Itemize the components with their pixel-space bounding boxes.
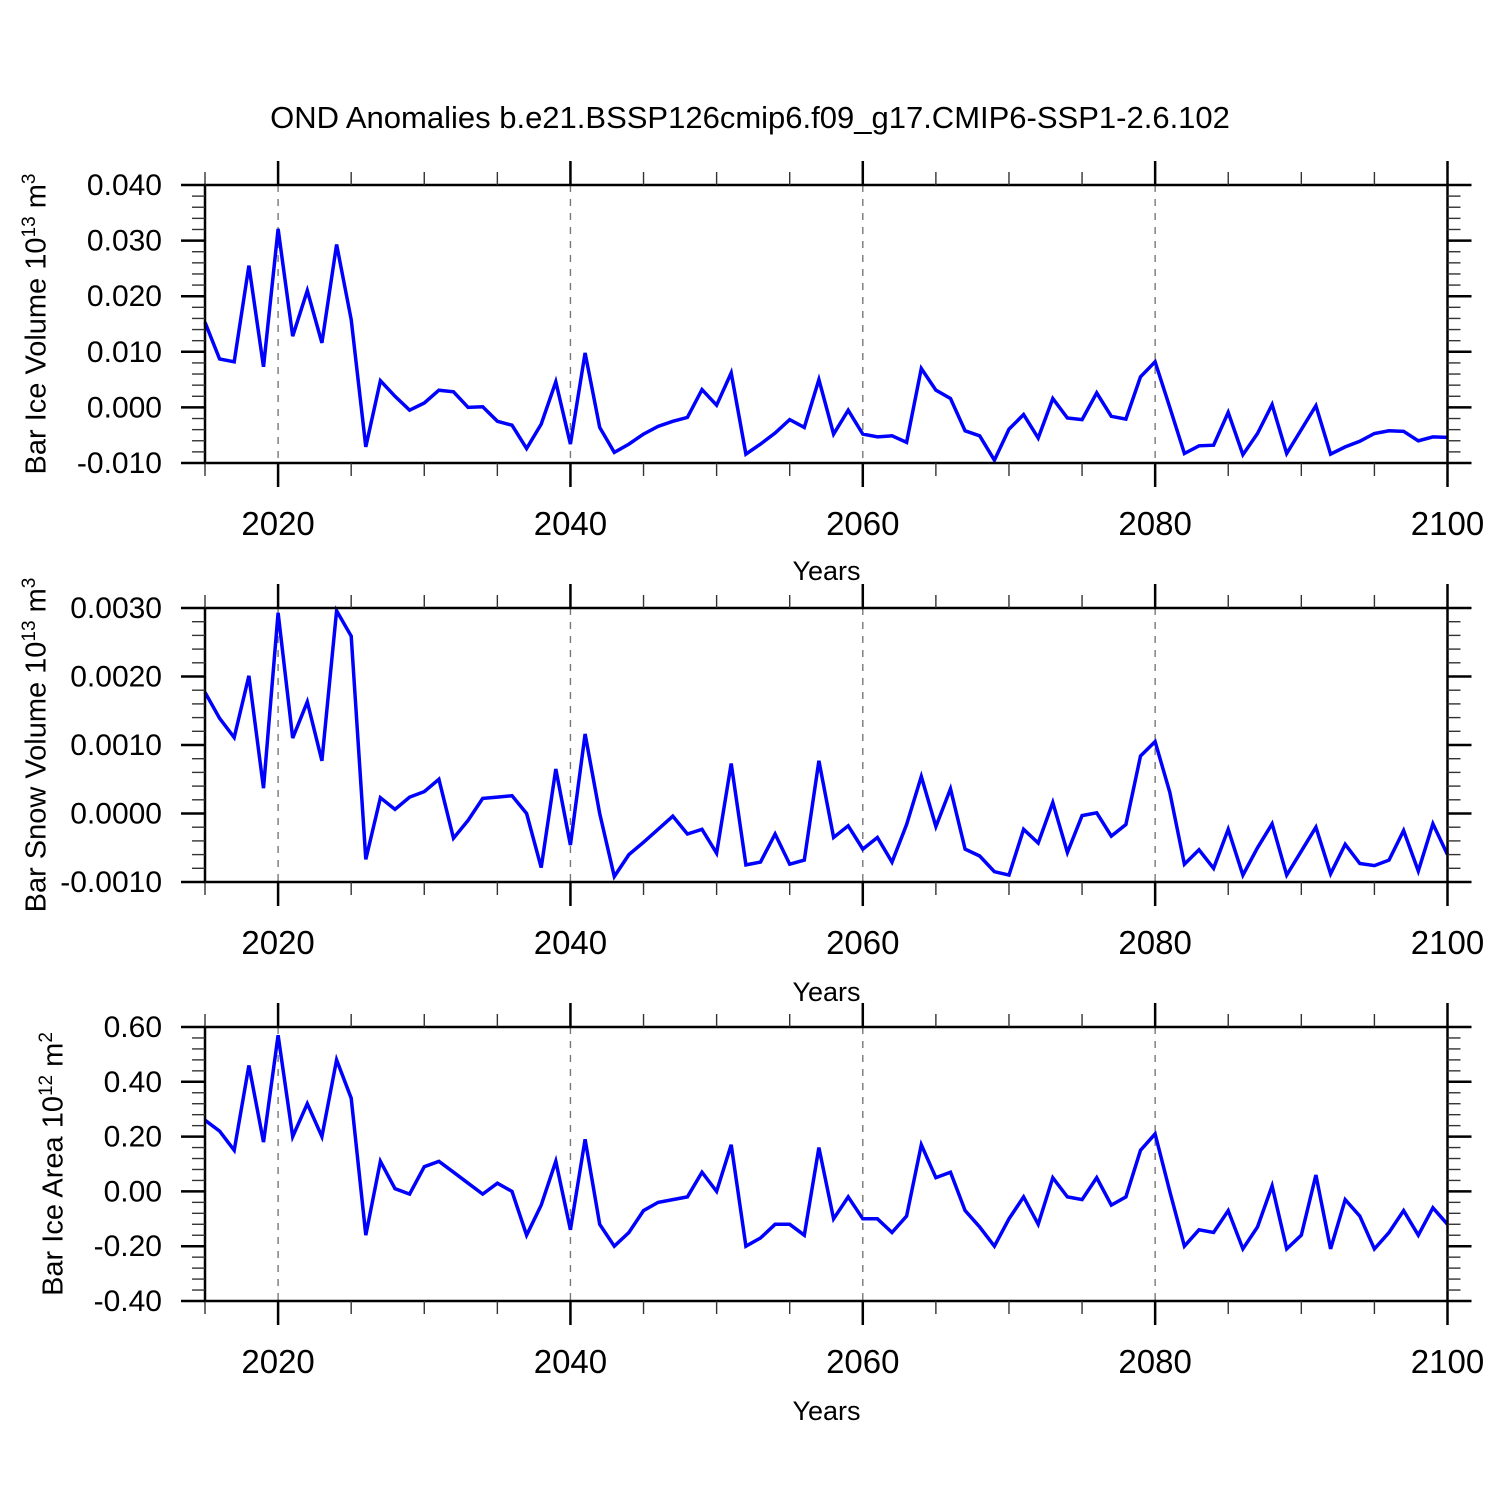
figure-title: OND Anomalies b.e21.BSSP126cmip6.f09_g17… (270, 100, 1230, 135)
y-axis-title-unit-exponent: 3 (19, 173, 40, 185)
y-tick-label: 0.20 (104, 1121, 162, 1154)
y-tick-label: 0.0000 (70, 798, 162, 831)
x-tick-label: 2100 (1411, 1343, 1484, 1380)
x-tick-label: 2100 (1411, 505, 1484, 542)
data-line (203, 1034, 1449, 1253)
chart-panel-1: 0.040 0.030 0.020 0.010 0.000 -0.010 2020 2040 2… (77, 161, 1484, 542)
y-tick-label: -0.010 (77, 447, 162, 480)
x-tick-label: 2040 (534, 505, 607, 542)
y-axis-title-text: Bar Ice Area 10 (37, 1096, 70, 1296)
y-tick-label: 0.040 (87, 169, 162, 202)
y-axis-title-exponent: 12 (36, 1074, 57, 1097)
y-tick-label: -0.0010 (60, 866, 162, 899)
x-tick-label: 2020 (241, 505, 314, 542)
y-axis-title-unit-exponent: 2 (36, 1032, 57, 1043)
x-tick-label: 2080 (1118, 505, 1191, 542)
y-axis-title-ice-area: Bar Ice Area 1012 m2 (27, 954, 70, 1374)
y-axis-title-unit-exponent: 3 (19, 577, 40, 589)
y-axis-title-ice-volume: Bar Ice Volume 1013 m3 (10, 114, 53, 534)
y-tick-label: -0.40 (94, 1285, 162, 1318)
y-axis-title-text: Bar Ice Volume 10 (20, 237, 53, 475)
x-tick-label: 2060 (826, 505, 899, 542)
y-tick-label: 0.000 (87, 391, 162, 424)
y-axis-title-unit: m (20, 588, 53, 621)
y-axis-title-text: Bar Snow Volume 10 (20, 641, 53, 913)
data-line (203, 228, 1448, 464)
y-tick-label: 0.60 (104, 1011, 162, 1044)
y-axis-title-unit: m (37, 1042, 70, 1075)
y-axis-title-exponent: 13 (19, 216, 40, 238)
data-line (203, 605, 1450, 881)
y-tick-label: 0.020 (87, 280, 162, 313)
chart-panel-2: 0.0030 0.0020 0.0010 0.0000 -0.0010 2020 2040 2… (60, 584, 1484, 961)
y-axis-title-snow-volume: Bar Snow Volume 1013 m3 (10, 535, 53, 955)
y-tick-label: -0.20 (94, 1230, 162, 1263)
x-tick-label: 2040 (534, 1343, 607, 1380)
x-tick-label: 2060 (826, 1343, 899, 1380)
x-tick-label: 2060 (826, 924, 899, 961)
x-tick-label: 2020 (241, 924, 314, 961)
plot-frame (203, 1025, 1449, 1303)
y-tick-label: 0.00 (104, 1175, 162, 1208)
x-tick-label: 2100 (1411, 924, 1484, 961)
y-tick-label: 0.0020 (70, 661, 162, 694)
y-tick-label: 0.40 (104, 1066, 162, 1099)
y-axis-title-unit: m (20, 184, 53, 217)
x-tick-label: 2080 (1118, 924, 1191, 961)
x-axis-title-1: Years (792, 556, 861, 586)
y-tick-label: 0.010 (87, 336, 162, 369)
y-axis-title-exponent: 13 (19, 620, 40, 642)
x-tick-label: 2020 (241, 1343, 314, 1380)
x-axis-title-3: Years (792, 1396, 861, 1426)
y-tick-label: 0.030 (87, 225, 162, 258)
y-tick-label: 0.0030 (70, 592, 162, 625)
x-tick-label: 2080 (1118, 1343, 1191, 1380)
x-tick-label: 2040 (534, 924, 607, 961)
x-axis-title-2: Years (792, 977, 861, 1007)
y-tick-label: 0.0010 (70, 729, 162, 762)
plot-frame (203, 183, 1449, 465)
chart-panel-3: 0.60 0.40 0.20 0.00 -0.20 -0.40 2020 2040 2060 20… (94, 1003, 1484, 1380)
